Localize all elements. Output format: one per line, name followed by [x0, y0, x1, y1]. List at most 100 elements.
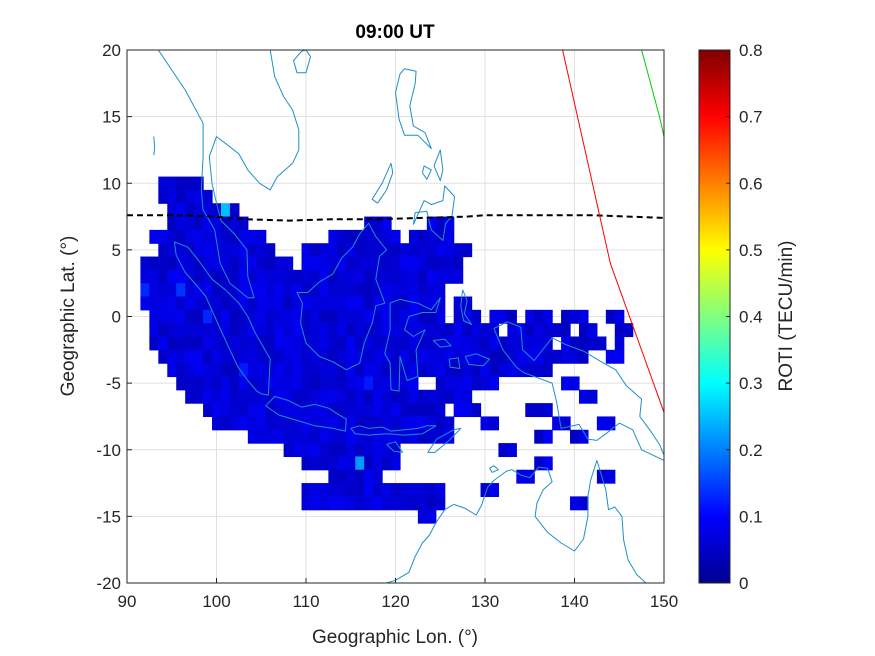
roti-cell	[229, 243, 240, 258]
roti-cell	[426, 336, 437, 351]
roti-cell	[382, 296, 392, 311]
roti-cell	[220, 216, 231, 231]
roti-cell	[229, 309, 240, 324]
roti-cell	[265, 296, 276, 311]
roti-cell	[346, 256, 356, 271]
roti-cell	[346, 363, 356, 378]
roti-cell	[185, 296, 195, 311]
roti-cell	[435, 323, 446, 338]
roti-cell	[435, 496, 446, 511]
roti-cell	[489, 483, 500, 497]
roti-cell	[417, 229, 428, 244]
roti-cell	[453, 256, 464, 271]
roti-cell	[346, 403, 356, 418]
roti-cell	[399, 416, 410, 431]
roti-cell	[399, 336, 410, 351]
roti-cell	[382, 309, 392, 324]
roti-cell	[408, 416, 419, 431]
roti-cell	[498, 336, 508, 351]
x-tick-label: 110	[292, 592, 319, 611]
roti-cell	[203, 283, 213, 298]
roti-cell	[194, 349, 204, 364]
roti-cell	[435, 389, 446, 404]
roti-cell	[382, 389, 392, 404]
coastline	[265, 396, 347, 432]
roti-cell	[435, 403, 446, 418]
roti-cell	[203, 189, 213, 204]
roti-cell	[373, 229, 383, 244]
roti-cell	[185, 363, 195, 378]
roti-cell	[229, 323, 240, 338]
roti-cell	[426, 483, 437, 497]
roti-cell	[355, 389, 365, 404]
roti-cell	[516, 336, 526, 351]
roti-cell	[328, 443, 338, 458]
roti-cell	[212, 229, 222, 244]
roti-cell	[274, 403, 285, 418]
roti-cell	[292, 443, 303, 458]
roti-cell	[265, 256, 276, 271]
roti-cell	[570, 336, 580, 351]
roti-cell	[337, 349, 347, 364]
roti-cell	[373, 403, 383, 418]
roti-cell	[355, 483, 365, 497]
roti-cell	[462, 296, 473, 311]
roti-cell	[167, 216, 177, 231]
roti-cell	[534, 363, 544, 378]
roti-cell	[444, 216, 455, 231]
roti-cell	[247, 243, 258, 258]
roti-cell	[373, 309, 383, 324]
roti-cell	[185, 349, 195, 364]
roti-cell	[444, 429, 455, 444]
x-tick-label: 150	[650, 592, 678, 611]
roti-cell	[301, 283, 312, 298]
roti-cell	[229, 416, 240, 431]
roti-cell	[158, 309, 168, 324]
roti-cell	[337, 376, 347, 391]
roti-cell	[391, 229, 401, 244]
roti-cell	[274, 349, 285, 364]
roti-cell	[167, 269, 177, 284]
roti-cell	[435, 309, 446, 324]
roti-cell	[319, 376, 329, 391]
roti-cell	[525, 309, 535, 324]
roti-cell	[176, 216, 186, 231]
roti-cell	[158, 189, 168, 204]
roti-cell	[283, 443, 294, 458]
roti-cell	[212, 336, 222, 351]
roti-cell	[194, 243, 204, 258]
roti-cell	[346, 483, 356, 497]
roti-cell	[265, 243, 276, 258]
roti-cell	[382, 429, 392, 444]
roti-cell	[373, 376, 383, 391]
roti-cell	[292, 403, 303, 418]
roti-cell	[382, 283, 392, 298]
roti-cell	[471, 349, 482, 364]
roti-cell	[265, 389, 276, 404]
roti-cell	[337, 389, 347, 404]
roti-cell	[185, 323, 195, 338]
roti-cell	[408, 283, 419, 298]
colorbar-tick-label: 0.3	[739, 374, 763, 393]
coastline	[448, 357, 461, 369]
roti-cell	[417, 296, 428, 311]
roti-cell	[292, 323, 303, 338]
roti-cell	[373, 296, 383, 311]
roti-cell	[382, 256, 392, 271]
coastline	[173, 241, 271, 396]
roti-cell	[319, 389, 329, 404]
roti-cell	[176, 189, 186, 204]
roti-cell	[337, 456, 347, 471]
roti-cell	[328, 403, 338, 418]
roti-cell	[212, 376, 222, 391]
roti-cell	[158, 243, 168, 258]
roti-cell	[283, 283, 294, 298]
roti-cell	[194, 176, 204, 191]
coastline	[421, 165, 432, 180]
roti-cell	[337, 323, 347, 338]
roti-cell	[194, 269, 204, 284]
roti-cell	[364, 429, 374, 444]
overlay-lines	[127, 50, 664, 413]
roti-cell	[435, 349, 446, 364]
roti-cell	[614, 336, 625, 351]
